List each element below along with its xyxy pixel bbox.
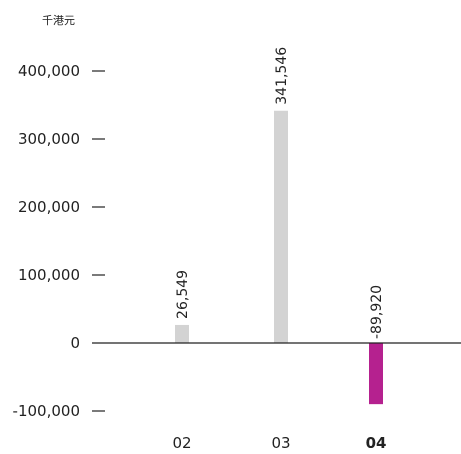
bar-03 [274, 110, 288, 343]
x-axis: 02 03 04 [172, 434, 386, 452]
y-tick-label: 300,000 [18, 130, 80, 148]
y-tick-label: 400,000 [18, 62, 80, 80]
y-tick-label: 200,000 [18, 198, 80, 216]
data-label-04: -89,920 [369, 285, 385, 339]
y-tick-label: 0 [70, 334, 80, 352]
data-label-02: 26,549 [175, 270, 191, 319]
bar-04 [369, 343, 383, 405]
unit-label: 千港元 [42, 14, 75, 27]
x-category-label-04: 04 [366, 434, 387, 452]
y-tick-label: 100,000 [18, 266, 80, 284]
x-category-label-03: 03 [271, 434, 290, 452]
data-label-03: 341,546 [274, 47, 290, 105]
bar-02 [175, 324, 189, 343]
x-category-label-02: 02 [172, 434, 191, 452]
bar-series: 26,549 341,546 -89,920 [175, 47, 385, 405]
y-tick-label: -100,000 [13, 402, 80, 420]
y-axis: -100,000 0 100,000 200,000 300,000 400,000 [13, 62, 105, 420]
